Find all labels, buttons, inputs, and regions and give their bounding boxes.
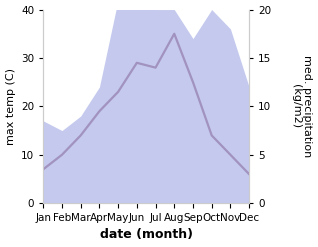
Y-axis label: med. precipitation
(kg/m2): med. precipitation (kg/m2) <box>291 55 313 158</box>
Y-axis label: max temp (C): max temp (C) <box>5 68 16 145</box>
X-axis label: date (month): date (month) <box>100 228 193 242</box>
